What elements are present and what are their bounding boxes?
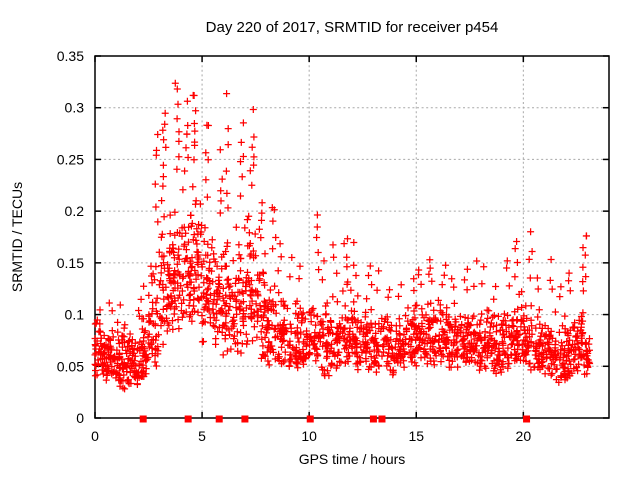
y-tick-label: 0.1 bbox=[65, 307, 85, 323]
y-tick-label: 0.15 bbox=[57, 255, 84, 271]
x-tick-label: 0 bbox=[91, 428, 99, 444]
x-tick-label: 20 bbox=[516, 428, 532, 444]
axes-layer: 0 5 10 15 20 0 0.05 0.1 0.15 0.2 0.25 0.3 0.35 bbox=[57, 48, 610, 444]
flag-marker bbox=[215, 415, 223, 423]
y-tick-label: 0.25 bbox=[57, 151, 84, 167]
y-tick-label: 0.05 bbox=[57, 358, 84, 374]
y-tick-label: 0.2 bbox=[65, 203, 85, 219]
y-tick-label: 0 bbox=[76, 410, 84, 426]
flag-marker bbox=[369, 415, 377, 423]
x-tick-label: 5 bbox=[198, 428, 206, 444]
x-tick-label: 10 bbox=[301, 428, 317, 444]
x-axis-label: GPS time / hours bbox=[299, 451, 406, 467]
flag-marker bbox=[378, 415, 386, 423]
y-tick-label: 0.35 bbox=[57, 48, 84, 64]
y-tick-label: 0.3 bbox=[65, 100, 85, 116]
x-tick-label: 15 bbox=[408, 428, 424, 444]
chart-title: Day 220 of 2017, SRMTID for receiver p45… bbox=[206, 19, 499, 36]
data-points bbox=[91, 79, 594, 393]
flag-marker bbox=[184, 415, 192, 423]
flag-marker bbox=[306, 415, 314, 423]
plot-border bbox=[94, 55, 610, 419]
flag-marker bbox=[241, 415, 249, 423]
flag-marker bbox=[139, 415, 147, 423]
data-layer bbox=[91, 79, 594, 423]
flag-marker bbox=[523, 415, 531, 423]
y-axis-label: SRMTID / TECUs bbox=[9, 182, 25, 292]
